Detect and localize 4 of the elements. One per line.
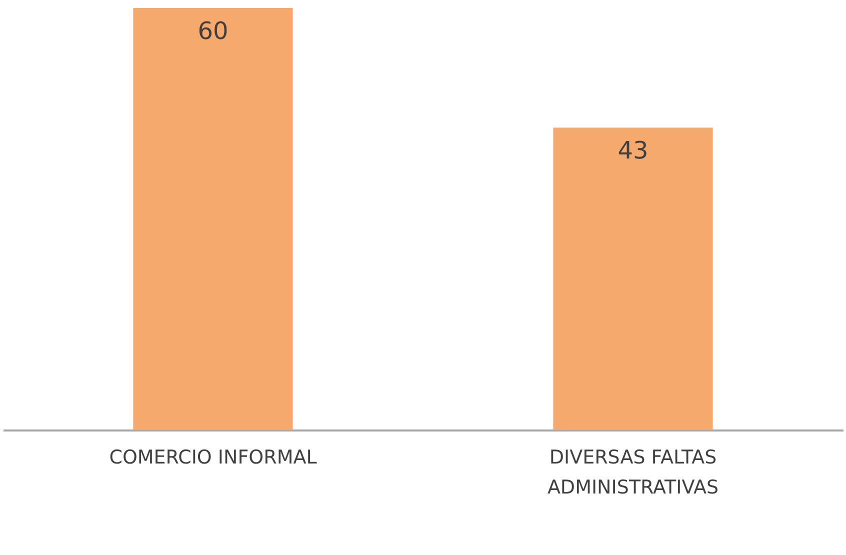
x-tick-label: COMERCIO INFORMAL — [109, 446, 318, 468]
data-label: 60 — [198, 17, 228, 45]
x-tick-label: DIVERSAS FALTAS ADMINISTRATIVAS — [547, 446, 719, 498]
data-label: 43 — [618, 136, 648, 165]
